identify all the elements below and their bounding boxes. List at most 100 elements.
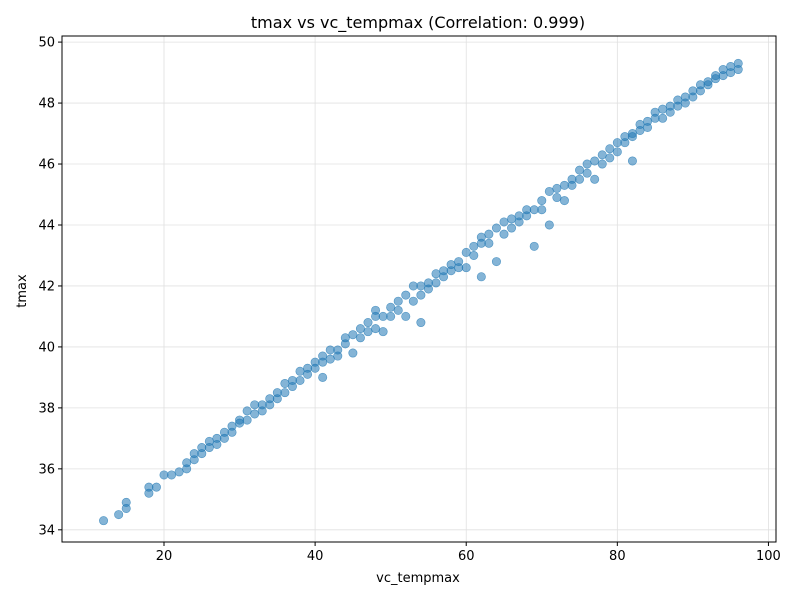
scatter-point: [665, 101, 675, 111]
scatter-point: [295, 375, 305, 385]
scatter-point: [703, 77, 713, 87]
scatter-point: [507, 214, 517, 224]
scatter-point: [673, 95, 683, 105]
scatter-point: [507, 223, 517, 233]
scatter-point: [182, 458, 192, 468]
scatter-point: [688, 86, 698, 96]
scatter-point: [371, 324, 381, 334]
scatter-point: [431, 278, 441, 288]
scatter-point: [537, 205, 547, 215]
scatter-point: [612, 138, 622, 148]
scatter-point: [627, 156, 637, 166]
scatter-point: [575, 174, 585, 184]
scatter-point: [582, 159, 592, 169]
scatter-point: [522, 205, 532, 215]
scatter-point: [325, 354, 335, 364]
y-axis-ticks: 34 36 38 40 42 44 46 48 50: [38, 36, 62, 538]
scatter-point: [484, 229, 494, 239]
y-tick-label: 36: [38, 462, 55, 477]
scatter-point: [476, 232, 486, 242]
grid-lines: [62, 36, 776, 542]
scatter-point: [401, 290, 411, 300]
scatter-point: [257, 400, 267, 410]
scatter-point: [416, 281, 426, 291]
scatter-point: [499, 217, 509, 227]
scatter-point: [408, 296, 418, 306]
y-axis-label: tmax: [15, 274, 30, 308]
y-tick-label: 50: [38, 36, 55, 51]
scatter-point: [242, 415, 252, 425]
scatter-point: [529, 205, 539, 215]
scatter-point: [484, 238, 494, 248]
y-tick-label: 46: [38, 158, 55, 173]
scatter-point: [514, 211, 524, 221]
scatter-point: [431, 269, 441, 279]
x-tick-label: 100: [756, 549, 781, 564]
scatter-point: [287, 375, 297, 385]
scatter-point: [197, 443, 207, 453]
scatter-point: [544, 220, 554, 230]
scatter-point: [597, 150, 607, 160]
scatter-point: [114, 510, 124, 520]
scatter-point: [174, 467, 184, 477]
scatter-point: [733, 58, 743, 68]
scatter-point: [386, 302, 396, 312]
scatter-point: [544, 186, 554, 196]
scatter-point: [575, 165, 585, 175]
x-tick-label: 80: [609, 549, 626, 564]
scatter-point: [491, 257, 501, 267]
scatter-point: [476, 272, 486, 282]
scatter-point: [454, 257, 464, 267]
scatter-point: [303, 363, 313, 373]
y-tick-label: 40: [38, 340, 55, 355]
scatter-point: [219, 427, 229, 437]
scatter-point: [204, 436, 214, 446]
scatter-point: [423, 278, 433, 288]
scatter-point: [378, 327, 388, 337]
scatter-point: [318, 351, 328, 361]
y-tick-label: 48: [38, 97, 55, 112]
scatter-point: [280, 378, 290, 388]
scatter-point: [559, 196, 569, 206]
scatter-point: [552, 193, 562, 203]
scatter-point: [265, 394, 275, 404]
scatter-point: [363, 327, 373, 337]
scatter-point: [499, 229, 509, 239]
scatter-point: [250, 409, 260, 419]
scatter-point: [393, 296, 403, 306]
scatter-point: [167, 470, 177, 480]
scatter-point: [355, 333, 365, 343]
x-axis-label: vc_tempmax: [376, 571, 460, 586]
scatter-point: [363, 318, 373, 328]
y-tick-label: 34: [38, 523, 55, 538]
scatter-point: [250, 400, 260, 410]
scatter-point: [159, 470, 169, 480]
scatter-point: [695, 80, 705, 90]
x-axis-ticks: 20 40 60 80 100: [156, 542, 781, 564]
scatter-point: [537, 196, 547, 206]
scatter-point: [151, 482, 161, 492]
scatter-point: [310, 357, 320, 367]
scatter-point: [121, 497, 131, 507]
scatter-point: [491, 223, 501, 233]
scatter-point: [461, 247, 471, 257]
scatter-point: [718, 65, 728, 75]
scatter-point: [340, 333, 350, 343]
scatter-point: [658, 113, 668, 123]
scatter-point: [371, 305, 381, 315]
scatter-point: [590, 156, 600, 166]
scatter-point: [439, 266, 449, 276]
scatter-point: [590, 174, 600, 184]
scatter-point: [408, 281, 418, 291]
scatter-point: [612, 147, 622, 157]
scatter-point: [620, 132, 630, 142]
scatter-point: [726, 61, 736, 71]
scatter-point: [597, 159, 607, 169]
scatter-point: [378, 311, 388, 321]
scatter-point: [386, 311, 396, 321]
scatter-point: [627, 129, 637, 139]
y-tick-label: 44: [38, 218, 55, 233]
data-points: [99, 58, 743, 526]
scatter-point: [552, 183, 562, 193]
scatter-point: [582, 168, 592, 178]
